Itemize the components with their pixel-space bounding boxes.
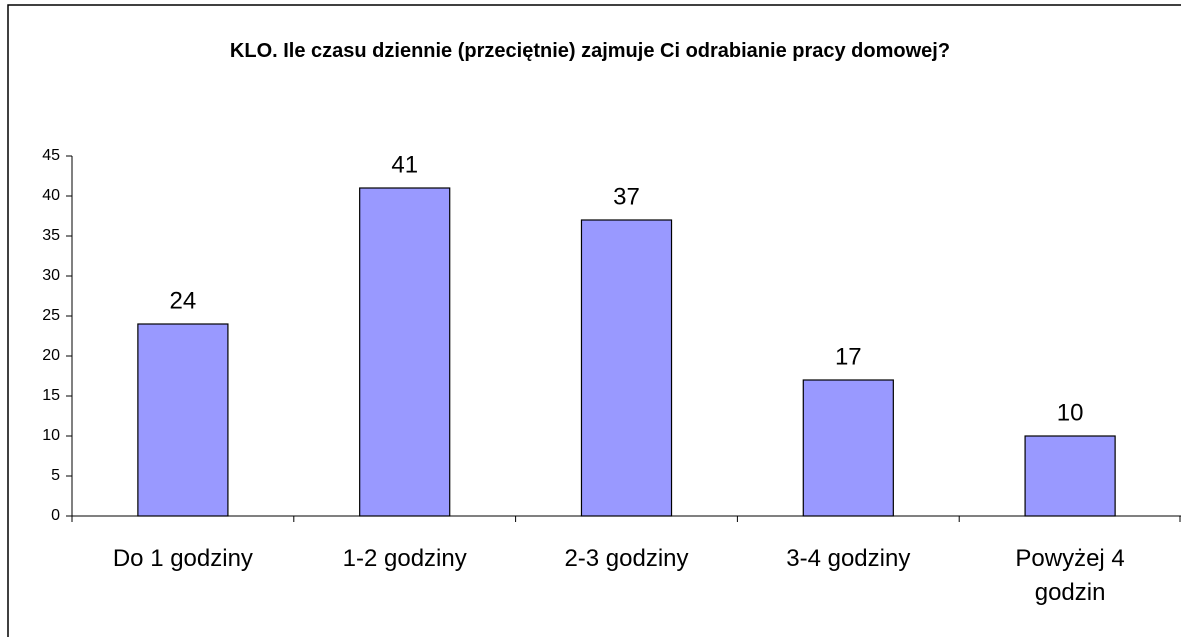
chart-border: [7, 4, 1181, 637]
x-tick-label: 1-2 godziny: [342, 545, 467, 572]
x-tick-label: 2-3 godziny: [564, 545, 689, 572]
bar: [802, 379, 894, 517]
value-label: 17: [835, 343, 862, 370]
x-tick-label: Powyżej 4 godzin: [1015, 545, 1125, 606]
value-label: 24: [170, 287, 197, 314]
x-tick-label: Do 1 godziny: [112, 545, 253, 572]
bar: [580, 219, 673, 517]
chart-title: KLO. Ile czasu dziennie (przeciętnie) za…: [229, 40, 951, 62]
x-tick-label: 3-4 godziny: [786, 545, 911, 572]
bar: [1024, 435, 1116, 517]
value-label: 41: [391, 151, 418, 178]
y-tick-label: 15: [42, 387, 60, 404]
bar: [137, 323, 229, 517]
y-tick-label: 25: [42, 307, 60, 324]
y-tick-label: 10: [42, 427, 60, 444]
y-tick-label: 20: [42, 347, 60, 364]
y-tick-label: 30: [42, 267, 60, 284]
value-label: 10: [1057, 399, 1084, 426]
bar: [359, 187, 451, 517]
value-label: 37: [613, 183, 640, 210]
y-tick-label: 35: [42, 227, 60, 244]
y-tick-label: 40: [42, 187, 60, 204]
y-tick-label: 45: [42, 147, 60, 164]
y-tick-label: 5: [51, 467, 60, 484]
y-tick-label: 0: [51, 507, 60, 524]
